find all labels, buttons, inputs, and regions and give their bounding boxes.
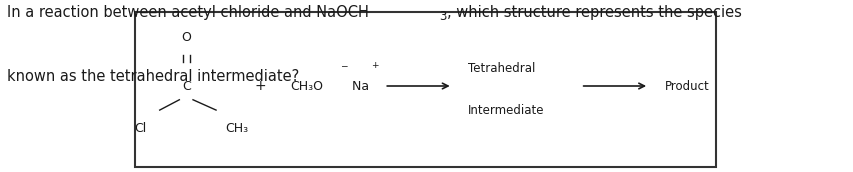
Text: CH₃: CH₃ <box>225 122 248 136</box>
Text: O: O <box>181 31 191 44</box>
Text: CH₃O: CH₃O <box>290 79 323 93</box>
Text: Intermediate: Intermediate <box>467 104 544 117</box>
Text: known as the tetrahedral intermediate?: known as the tetrahedral intermediate? <box>7 69 299 84</box>
Text: Na: Na <box>348 79 369 93</box>
Text: +: + <box>371 61 379 70</box>
Text: Tetrahedral: Tetrahedral <box>467 62 535 75</box>
Text: , which structure represents the species: , which structure represents the species <box>447 5 741 20</box>
Text: 3: 3 <box>438 10 446 23</box>
Text: +: + <box>254 79 266 93</box>
Text: Product: Product <box>664 79 708 93</box>
Text: C: C <box>182 79 190 93</box>
FancyBboxPatch shape <box>135 12 715 167</box>
Text: −: − <box>339 61 347 70</box>
Text: In a reaction between acetyl chloride and NaOCH: In a reaction between acetyl chloride an… <box>7 5 368 20</box>
Text: Cl: Cl <box>135 122 147 136</box>
